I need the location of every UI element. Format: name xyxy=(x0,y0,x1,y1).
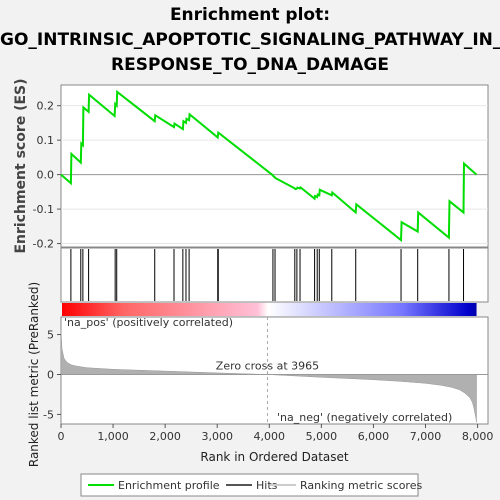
es-ytick-label: 0.2 xyxy=(37,100,55,113)
xtick-label: 1,000 xyxy=(97,430,129,443)
legend-enrichment-label: Enrichment profile xyxy=(118,479,220,492)
xtick-label: 8,000 xyxy=(462,430,494,443)
xtick-label: 7,000 xyxy=(410,430,442,443)
metric-ytick-label: 0 xyxy=(47,368,54,381)
xtick-label: 2,000 xyxy=(149,430,181,443)
xtick-label: 5,000 xyxy=(306,430,338,443)
pos-correlated-label: 'na_pos' (positively correlated) xyxy=(64,316,233,329)
es-ytick-label: -0.1 xyxy=(33,203,54,216)
hits-panel xyxy=(60,247,489,303)
xtick-label: 4,000 xyxy=(254,430,286,443)
es-ytick-label: 0.1 xyxy=(37,134,55,147)
chart-title-line-2: GO_INTRINSIC_APOPTOTIC_SIGNALING_PATHWAY… xyxy=(0,30,500,50)
chart-title-line-1: Enrichment plot: xyxy=(169,5,331,25)
es-ytick-label: -0.2 xyxy=(33,238,54,251)
ranked-color-bar xyxy=(62,303,477,316)
xtick-label: 3,000 xyxy=(201,430,233,443)
es-ylabel: Enrichment score (ES) xyxy=(13,78,29,253)
chart-title-line-3: RESPONSE_TO_DNA_DAMAGE xyxy=(111,55,389,75)
metric-ytick-label: 5 xyxy=(47,329,54,342)
x-axis-label: Rank in Ordered Dataset xyxy=(200,450,348,464)
xtick-label: 0 xyxy=(58,430,65,443)
es-ytick-label: 0.0 xyxy=(37,169,55,182)
legend-hits-label: Hits xyxy=(256,479,278,492)
metric-ytick-label: -5 xyxy=(43,408,54,421)
neg-correlated-label: 'na_neg' (negatively correlated) xyxy=(277,411,452,424)
ranking-metric-area xyxy=(60,329,477,423)
zero-cross-label: Zero cross at 3965 xyxy=(216,359,319,372)
xtick-label: 6,000 xyxy=(358,430,390,443)
metric-ylabel: Ranked list metric (PreRanked) xyxy=(27,282,41,467)
legend-metric-label: Ranking metric scores xyxy=(300,479,422,492)
es-panel xyxy=(60,84,489,248)
legend: Enrichment profile Hits Ranking metric sco… xyxy=(80,473,422,497)
enrichment-profile-line xyxy=(60,89,478,243)
